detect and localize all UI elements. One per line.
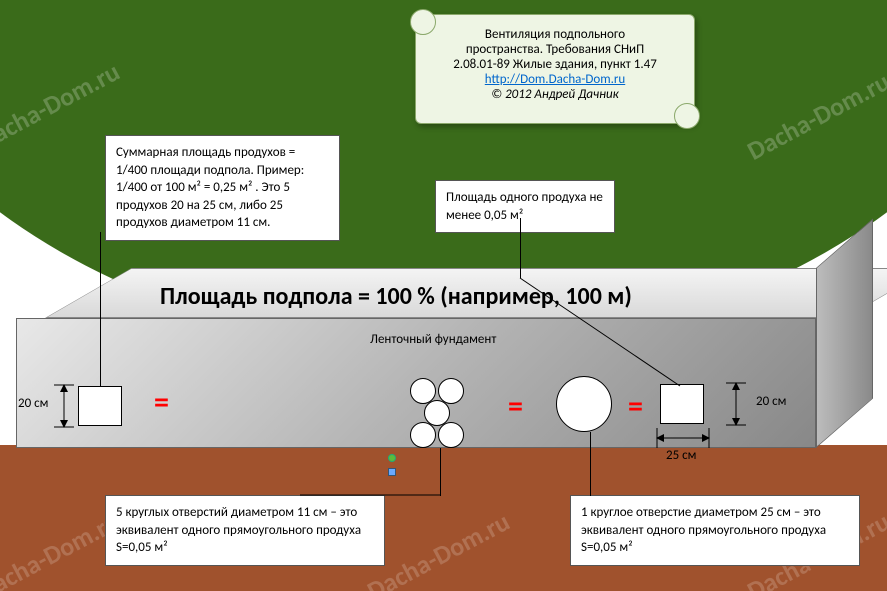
scroll-line: пространства. Требования СНиП (430, 42, 680, 57)
dim-20cm-left (50, 384, 78, 428)
dim-25cm (656, 426, 710, 450)
dim-20cm-right (722, 382, 750, 426)
leader-line (590, 432, 591, 496)
small-circle-vent (438, 422, 464, 448)
box-total-area: Суммарная площадь продухов = 1/400 площа… (105, 135, 340, 241)
scroll-copyright: © 2012 Андрей Дачник (430, 87, 680, 102)
leader-line (440, 448, 441, 496)
diagram-canvas: Dacha-Dom.ru Dacha-Dom.ru Dacha-Dom.ru D… (0, 0, 887, 591)
box-single-area: Площадь одного продуха не менее 0,05 м² (435, 180, 615, 233)
square-vent-left (78, 386, 122, 426)
leader-line (100, 232, 101, 386)
dim-label-25: 25 см (666, 448, 696, 463)
dim-label-20-right: 20 см (756, 394, 786, 409)
equals-icon: = (154, 384, 167, 421)
leader-line (300, 495, 450, 505)
box-one-big-circle: 1 круглое отверстие диаметром 25 см – эт… (570, 495, 860, 566)
scroll-note: Вентиляция подпольного пространства. Тре… (415, 14, 695, 124)
small-circle-vent (410, 422, 436, 448)
leader-line (520, 278, 690, 398)
foundation-label: Ленточный фундамент (370, 332, 496, 347)
scroll-link[interactable]: http://Dom.Dacha-Dom.ru (485, 72, 625, 87)
equals-icon: = (508, 388, 521, 425)
dim-label-20-left: 20 см (18, 396, 48, 411)
box-five-circles: 5 круглых отверстий диаметром 11 см – эт… (105, 495, 385, 566)
anchor-icon (388, 454, 398, 464)
scroll-line: 2.08.01-89 Жилые здания, пункт 1.47 (430, 57, 680, 72)
leader-line (520, 218, 521, 278)
scroll-line: Вентиляция подпольного (430, 27, 680, 42)
